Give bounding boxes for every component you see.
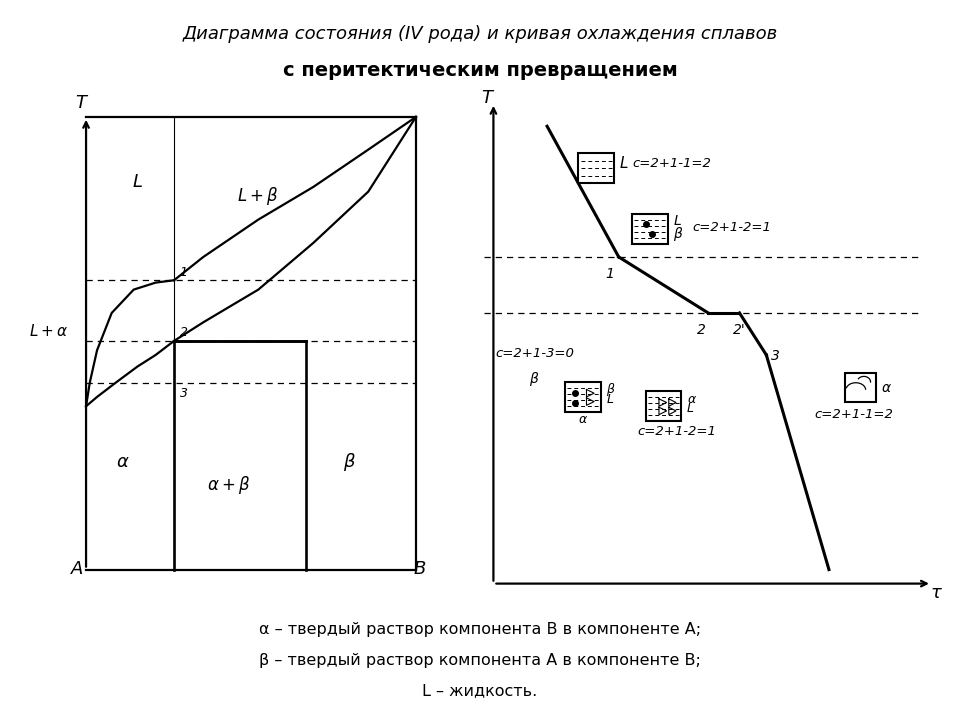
Text: $\alpha$: $\alpha$ xyxy=(116,453,130,471)
Bar xyxy=(565,382,601,412)
Text: 1: 1 xyxy=(605,267,614,281)
Text: с перитектическим превращением: с перитектическим превращением xyxy=(282,61,678,80)
Text: $\beta$: $\beta$ xyxy=(673,225,684,243)
Text: T: T xyxy=(481,89,492,107)
Text: Диаграмма состояния (IV рода) и кривая охлаждения сплавов: Диаграмма состояния (IV рода) и кривая о… xyxy=(182,25,778,43)
Text: c=2+1-3=0: c=2+1-3=0 xyxy=(495,347,574,360)
Text: c=2+1-2=1: c=2+1-2=1 xyxy=(692,220,772,233)
Text: $\beta$: $\beta$ xyxy=(344,451,356,473)
Bar xyxy=(632,214,668,244)
Bar xyxy=(579,153,614,184)
Text: α – твердый раствор компонента B в компоненте A;: α – твердый раствор компонента B в компо… xyxy=(259,622,701,637)
Text: c=2+1-2=1: c=2+1-2=1 xyxy=(637,426,716,438)
Bar xyxy=(645,391,682,421)
Text: 2: 2 xyxy=(697,323,706,337)
Text: A: A xyxy=(71,560,84,578)
Text: c=2+1-1=2: c=2+1-1=2 xyxy=(814,408,893,421)
Text: β – твердый раствор компонента A в компоненте B;: β – твердый раствор компонента A в компо… xyxy=(259,653,701,668)
Text: $\alpha$: $\alpha$ xyxy=(686,393,697,406)
Text: L: L xyxy=(673,214,681,228)
Text: L: L xyxy=(132,173,142,191)
Text: $\alpha+\beta$: $\alpha+\beta$ xyxy=(207,474,251,496)
Text: 2': 2' xyxy=(732,323,746,337)
Text: 2: 2 xyxy=(180,326,187,339)
Text: 3: 3 xyxy=(180,387,187,400)
Text: L: L xyxy=(686,402,694,415)
Text: B: B xyxy=(414,560,426,578)
Text: $\beta$: $\beta$ xyxy=(529,370,540,388)
Text: $\alpha$: $\alpha$ xyxy=(578,413,588,426)
Text: $\alpha$: $\alpha$ xyxy=(881,381,892,395)
Text: 3: 3 xyxy=(771,348,780,363)
Text: L: L xyxy=(619,156,628,171)
Text: c=2+1-1=2: c=2+1-1=2 xyxy=(632,157,711,170)
Text: $L+\beta$: $L+\beta$ xyxy=(237,185,279,207)
Text: L – жидкость.: L – жидкость. xyxy=(422,683,538,698)
Text: $\tau$: $\tau$ xyxy=(930,584,943,602)
Bar xyxy=(845,373,876,402)
Text: $L+\alpha$: $L+\alpha$ xyxy=(29,323,68,339)
Text: 1: 1 xyxy=(180,266,187,279)
Text: T: T xyxy=(75,94,86,112)
Text: $\beta$: $\beta$ xyxy=(606,382,615,398)
Text: L: L xyxy=(606,393,613,406)
